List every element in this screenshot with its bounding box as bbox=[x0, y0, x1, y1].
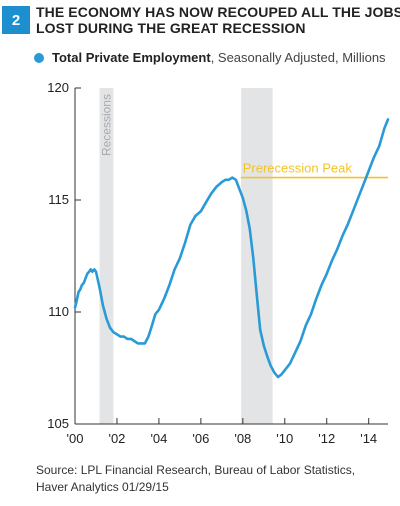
y-tick-label: 120 bbox=[47, 80, 69, 95]
figure-number: 2 bbox=[11, 11, 21, 29]
source-line-1: Source: LPL Financial Research, Bureau o… bbox=[36, 463, 356, 477]
x-tick-label: '06 bbox=[192, 431, 209, 446]
x-tick-label: '10 bbox=[276, 431, 293, 446]
source-line-2: Haver Analytics 01/29/15 bbox=[36, 480, 169, 494]
chart-title: THE ECONOMY HAS NOW RECOUPED ALL THE JOB… bbox=[36, 4, 400, 36]
y-tick-label: 105 bbox=[47, 416, 69, 431]
x-tick-label: '08 bbox=[234, 431, 251, 446]
prerecession-peak-label: Prerecession Peak bbox=[243, 161, 353, 176]
chart-title-line-2: LOST DURING THE GREAT RECESSION bbox=[36, 20, 306, 36]
recession-band-2 bbox=[241, 88, 273, 424]
y-tick-label: 115 bbox=[48, 192, 69, 207]
recession-band-1 bbox=[99, 88, 114, 424]
x-tick-label: '14 bbox=[360, 431, 377, 446]
legend-series-name: Total Private Employment bbox=[52, 50, 211, 65]
legend-series-detail: , Seasonally Adjusted, Millions bbox=[210, 50, 386, 65]
source-note: Source: LPL Financial Research, Bureau o… bbox=[36, 462, 355, 496]
chart-title-line-1: THE ECONOMY HAS NOW RECOUPED ALL THE JOB… bbox=[36, 4, 400, 20]
figure-number-badge: 2 bbox=[2, 6, 30, 34]
y-tick-label: 110 bbox=[48, 304, 69, 319]
recession-label: Recessions bbox=[99, 94, 113, 156]
series-line-total-private-employment bbox=[73, 118, 390, 379]
x-tick-label: '04 bbox=[150, 431, 167, 446]
x-tick-label: '00 bbox=[67, 431, 84, 446]
legend: Total Private Employment , Seasonally Ad… bbox=[34, 50, 386, 65]
x-tick-label: '12 bbox=[318, 431, 335, 446]
legend-marker bbox=[34, 52, 44, 63]
x-tick-label: '02 bbox=[108, 431, 125, 446]
